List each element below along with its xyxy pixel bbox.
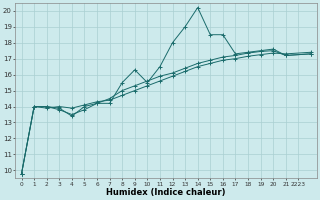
X-axis label: Humidex (Indice chaleur): Humidex (Indice chaleur) <box>107 188 226 197</box>
